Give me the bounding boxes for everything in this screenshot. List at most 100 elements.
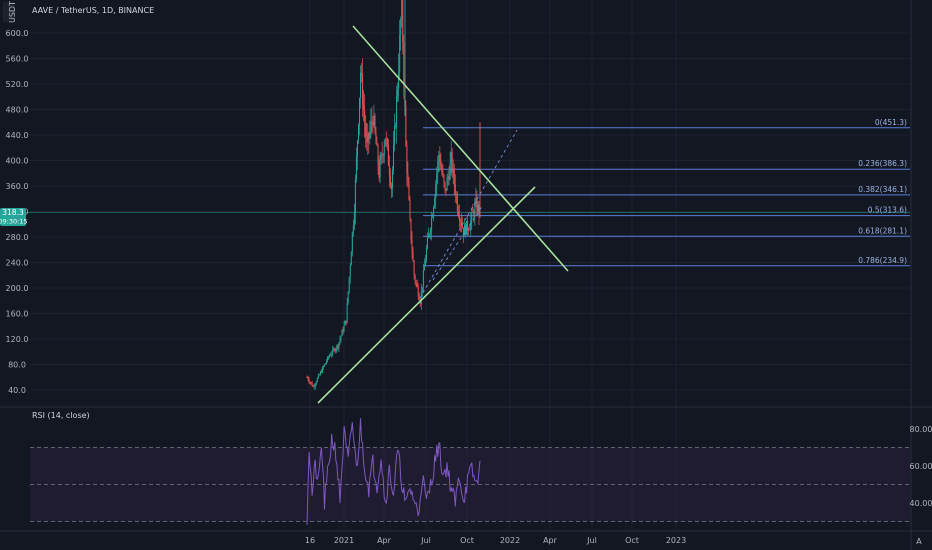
candle-body xyxy=(388,165,390,176)
ascending-trendline[interactable] xyxy=(317,186,536,404)
candle-body xyxy=(436,173,438,185)
trendlines[interactable] xyxy=(317,25,569,404)
candle-body xyxy=(325,363,327,365)
candle-body xyxy=(464,224,466,236)
candle-body xyxy=(431,217,433,231)
scale-tag[interactable]: USDT xyxy=(8,1,17,23)
candle-body xyxy=(361,72,363,75)
candle-body xyxy=(475,198,477,205)
projection-line[interactable] xyxy=(419,129,518,299)
fib-retracement[interactable]: 0(451.3) 0.236(386.3) 0.382(346.1) 0.5(313.… xyxy=(423,118,910,267)
candle-body xyxy=(430,230,432,234)
candle-body xyxy=(360,72,362,98)
rsi-line xyxy=(306,418,481,526)
price-tick-label: 560.0 xyxy=(6,55,29,64)
candle-body xyxy=(318,374,320,376)
scale-tag-box[interactable] xyxy=(3,2,15,22)
symbol-title: AAVE / TetherUS, 1D, BINANCE xyxy=(32,6,154,15)
candle-body xyxy=(422,270,424,287)
fib-level-label: 0.5(313.6) xyxy=(868,206,907,215)
auto-scale-button[interactable]: A xyxy=(916,537,922,546)
candle-body xyxy=(417,286,419,297)
candle-body xyxy=(396,96,398,127)
candle-body xyxy=(334,349,336,352)
candle-body xyxy=(418,296,420,301)
candle-body xyxy=(366,136,368,143)
candle-body xyxy=(347,291,349,303)
candle-body xyxy=(376,144,378,146)
candle-body xyxy=(453,168,455,185)
fib-level-label: 0(451.3) xyxy=(875,118,907,127)
candle-body xyxy=(311,383,313,387)
candle-body xyxy=(383,146,385,156)
time-tick-label: Oct xyxy=(625,536,639,545)
candle-body xyxy=(317,374,319,379)
price-tick-label: 240.0 xyxy=(6,259,29,268)
candle-body xyxy=(306,377,308,379)
candle-body xyxy=(342,330,344,332)
candle-body xyxy=(357,124,359,141)
candle-body xyxy=(424,260,426,267)
candle-body xyxy=(367,133,369,143)
candle-body xyxy=(321,367,323,373)
candle-body xyxy=(478,204,480,215)
rsi-title: RSI (14, close) xyxy=(32,411,90,420)
candle-body xyxy=(341,330,343,336)
candle-body xyxy=(331,353,333,355)
time-tick-label: 2022 xyxy=(500,536,520,545)
candle-body xyxy=(333,349,335,350)
candle-body xyxy=(329,355,331,357)
fib-level-label: 0.236(386.3) xyxy=(858,159,907,168)
candle-body xyxy=(459,220,461,222)
candle-body xyxy=(451,152,453,173)
candle-body xyxy=(442,173,444,176)
candle-body xyxy=(448,176,450,180)
candle-body xyxy=(389,175,391,186)
price-tick-label: 360.0 xyxy=(6,182,29,191)
candle-body xyxy=(378,165,380,178)
price-tick-label: 600.0 xyxy=(6,29,29,38)
candle-body xyxy=(469,229,471,231)
candle-body xyxy=(337,345,339,348)
candle-body xyxy=(397,89,399,97)
candle-body xyxy=(402,0,404,43)
candle-body xyxy=(439,154,441,165)
candle-body xyxy=(373,115,375,126)
candle-body xyxy=(435,184,437,199)
candle-body xyxy=(365,123,367,137)
candle-body xyxy=(335,349,337,352)
rsi-pane xyxy=(30,418,910,526)
candle-body xyxy=(364,109,366,124)
candle-body xyxy=(362,74,364,106)
candle-body xyxy=(428,234,430,238)
candle-body xyxy=(332,349,334,354)
candle-body xyxy=(437,160,439,174)
candle-body xyxy=(460,221,462,226)
candle-body xyxy=(390,185,392,189)
candle-body xyxy=(457,211,459,216)
candle-body xyxy=(425,248,427,261)
candle-body xyxy=(330,354,332,356)
descending-trendline[interactable] xyxy=(352,25,569,272)
time-tick-label: 2023 xyxy=(666,536,686,545)
candle-body xyxy=(343,325,345,332)
candle-body xyxy=(472,211,474,213)
time-tick-label: Jul xyxy=(586,536,597,545)
candle-body xyxy=(319,371,321,375)
price-tick-label: 120.0 xyxy=(6,335,29,344)
candle-body xyxy=(350,252,352,266)
candle-body xyxy=(432,217,434,219)
candle-body xyxy=(426,237,428,249)
candle-body xyxy=(393,144,394,170)
candle-body xyxy=(450,152,452,163)
time-tick-label: Apr xyxy=(543,536,558,545)
candle-body xyxy=(327,357,329,362)
candle-body xyxy=(322,366,324,368)
time-tick-label: Jul xyxy=(420,536,431,545)
candle-body xyxy=(414,275,416,282)
candle-body xyxy=(473,212,475,217)
candle-body xyxy=(351,232,353,253)
candle-body xyxy=(354,178,356,213)
